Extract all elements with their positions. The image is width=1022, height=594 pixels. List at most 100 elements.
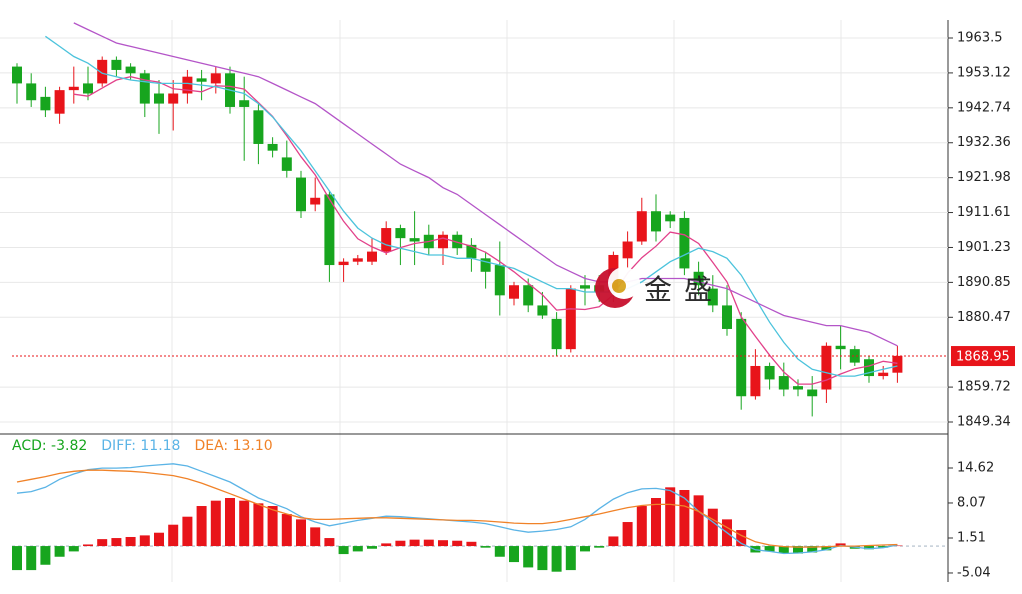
histogram-bar — [494, 546, 505, 557]
last-price-box — [951, 346, 1015, 367]
histogram-bar — [438, 540, 448, 547]
histogram-bar — [693, 495, 704, 547]
candle-body — [253, 110, 264, 144]
histogram-bar — [12, 546, 22, 571]
candle-body — [480, 258, 491, 272]
candle-body — [267, 143, 278, 151]
candle-body — [849, 349, 860, 363]
histogram-bar — [679, 489, 690, 547]
y-tick-label: 1.51 — [957, 531, 986, 546]
histogram-bar — [68, 546, 79, 552]
indicator-label: DIFF: 11.18 — [101, 438, 180, 454]
histogram-bar — [296, 519, 306, 547]
histogram-bar — [310, 527, 321, 547]
histogram-bar — [793, 546, 803, 554]
histogram-bar — [367, 546, 377, 549]
histogram-bar — [651, 498, 661, 547]
candle-body — [324, 194, 335, 266]
candle-body — [651, 211, 661, 232]
histogram-bar — [381, 543, 392, 547]
histogram-bar — [210, 500, 221, 547]
candle-body — [395, 228, 406, 239]
histogram-bar — [835, 543, 846, 547]
histogram-bar — [225, 498, 235, 547]
candle-body — [509, 285, 519, 299]
histogram-bar — [452, 540, 463, 547]
candle-body — [83, 83, 93, 94]
y-tick-label: 1849.34 — [957, 415, 1011, 430]
indicator-label: ACD: -3.82 — [12, 438, 87, 454]
histogram-bar — [807, 546, 818, 553]
histogram-bar — [636, 506, 647, 547]
candle-body — [452, 234, 463, 249]
candle-body — [12, 66, 22, 84]
histogram-bar — [878, 546, 889, 548]
histogram-bar — [736, 530, 747, 547]
candle-body — [239, 100, 250, 107]
histogram-bar — [352, 546, 363, 552]
candle-body — [296, 177, 306, 212]
candle-body — [168, 93, 179, 104]
histogram-bar — [565, 546, 576, 571]
histogram-bar — [125, 536, 136, 547]
histogram-bar — [423, 539, 434, 547]
histogram-bar — [111, 538, 122, 547]
candle-body — [523, 285, 534, 306]
histogram-bar — [707, 508, 718, 547]
histogram-bar — [395, 540, 406, 547]
candle-body — [409, 238, 420, 242]
histogram-bar — [97, 539, 108, 547]
y-tick-label: 1963.5 — [957, 30, 1003, 45]
candle-body — [864, 359, 874, 377]
histogram-bar — [778, 546, 789, 554]
candle-body — [707, 288, 718, 306]
histogram-bar — [26, 546, 37, 571]
candle-body — [367, 251, 377, 262]
candle-body — [40, 96, 51, 111]
histogram-bar — [239, 500, 250, 547]
candle-body — [381, 228, 392, 252]
histogram-bar — [764, 546, 775, 552]
candle-body — [764, 365, 775, 380]
candle-body — [693, 271, 704, 286]
candle-body — [793, 386, 803, 390]
histogram-bar — [480, 546, 491, 548]
watermark: 金盛 — [595, 267, 712, 308]
histogram-bar — [154, 532, 164, 547]
histogram-bar — [665, 487, 676, 547]
histogram-bar — [523, 546, 534, 568]
histogram-bar — [821, 546, 832, 551]
y-tick-label: 1901.23 — [957, 240, 1011, 255]
vertical-grid — [171, 20, 842, 582]
y-tick-label: 1942.74 — [957, 100, 1011, 115]
candle-body — [580, 285, 590, 289]
histogram-bar — [608, 536, 619, 547]
y-tick-label: 1880.47 — [957, 310, 1011, 325]
histogram-bar — [324, 538, 335, 547]
candle-body — [125, 66, 136, 74]
candle-body — [139, 73, 150, 104]
y-tick-label: 1890.85 — [957, 275, 1011, 290]
candle-body — [494, 265, 505, 296]
histogram-bar — [551, 546, 562, 572]
candle-body — [622, 241, 633, 259]
candle-body — [352, 258, 363, 262]
histogram-bar — [182, 516, 193, 547]
histogram-bar — [466, 541, 477, 547]
candle-body — [182, 76, 193, 94]
line-series — [73, 76, 898, 385]
candle-body — [54, 90, 65, 114]
histogram-bar — [864, 546, 874, 550]
logo-dot — [612, 279, 626, 293]
candle-body — [26, 83, 37, 101]
histogram-bar — [139, 535, 150, 547]
y-tick-label: -5.04 — [957, 565, 991, 580]
candle-body — [636, 211, 647, 242]
last-price-label: 1868.95 — [956, 350, 1010, 365]
histogram-bar — [168, 524, 179, 547]
histogram-bar — [594, 546, 605, 548]
histogram-bar — [54, 546, 65, 557]
candle-body — [807, 389, 818, 397]
